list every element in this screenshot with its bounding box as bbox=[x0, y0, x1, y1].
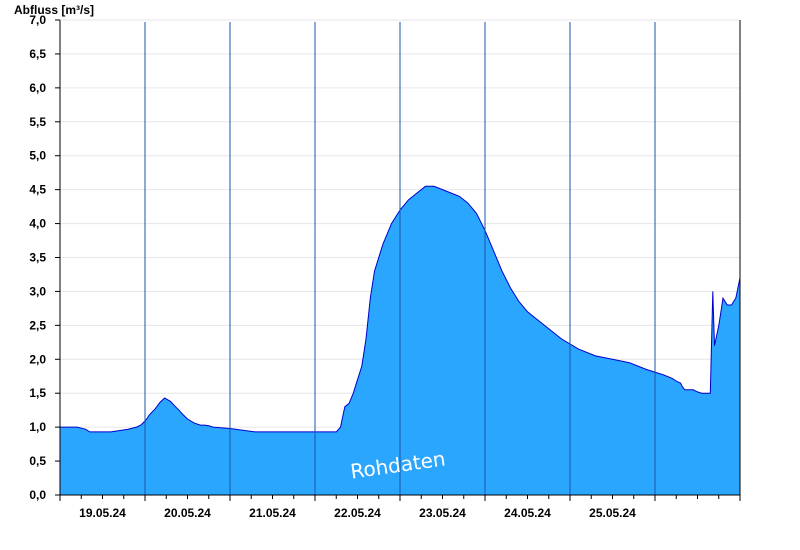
y-tick-label: 3,5 bbox=[29, 251, 46, 265]
y-tick-label: 5,5 bbox=[29, 115, 46, 129]
y-tick-label: 4,5 bbox=[29, 183, 46, 197]
y-tick-label: 4,0 bbox=[29, 217, 46, 231]
x-ticks: 19.05.24 20.05.24 21.05.24 22.05.24 23.05.24… bbox=[59, 495, 741, 520]
y-tick-label: 6,0 bbox=[29, 81, 46, 95]
y-tick-label: 0,0 bbox=[29, 488, 46, 502]
y-axis-label: Abfluss [m³/s] bbox=[14, 3, 94, 17]
x-tick-label: 24.05.24 bbox=[504, 506, 551, 520]
y-tick-label: 7,0 bbox=[29, 13, 46, 27]
x-tick-label: 23.05.24 bbox=[419, 506, 466, 520]
y-ticks: 0,0 0,5 1,0 1,5 2,0 2,5 3,0 3,5 4,0 4,5 5,0 5,5 6,0 6… bbox=[29, 13, 60, 502]
y-tick-label: 1,5 bbox=[29, 386, 46, 400]
y-tick-label: 2,5 bbox=[29, 318, 46, 332]
y-tick-label: 0,5 bbox=[29, 454, 46, 468]
y-tick-label: 5,0 bbox=[29, 149, 46, 163]
y-tick-label: 3,0 bbox=[29, 284, 46, 298]
x-tick-label: 22.05.24 bbox=[334, 506, 381, 520]
y-tick-label: 2,0 bbox=[29, 352, 46, 366]
x-tick-label: 20.05.24 bbox=[164, 506, 211, 520]
x-tick-label: 21.05.24 bbox=[249, 506, 296, 520]
y-tick-label: 6,5 bbox=[29, 47, 46, 61]
day-separator-lines bbox=[144, 22, 656, 495]
x-tick-label: 25.05.24 bbox=[589, 506, 636, 520]
x-tick-label: 19.05.24 bbox=[79, 506, 126, 520]
discharge-line bbox=[60, 185, 741, 433]
y-tick-label: 1,0 bbox=[29, 420, 46, 434]
